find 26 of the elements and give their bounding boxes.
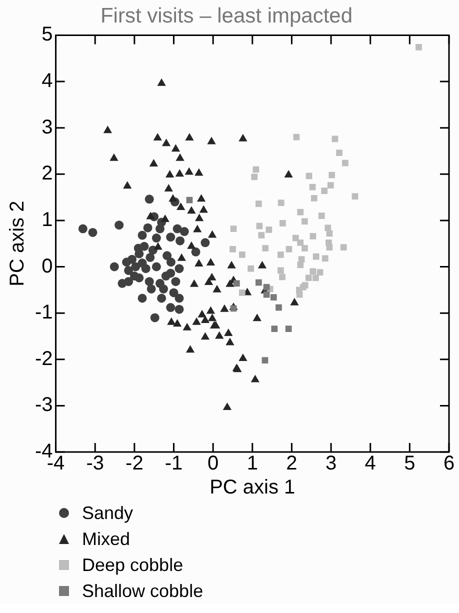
chart-title: First visits – least impacted xyxy=(100,4,353,28)
x-tick-label: 4 xyxy=(364,452,376,475)
y-tick-label: 4 xyxy=(42,70,53,92)
y-tick-label: 5 xyxy=(42,24,53,46)
y-tick-label: 1 xyxy=(42,208,53,231)
x-tick-label: -1 xyxy=(164,452,183,475)
y-tick-label: -3 xyxy=(34,394,53,416)
y-tick-label: -1 xyxy=(34,302,53,324)
x-tick-label: 2 xyxy=(286,452,298,475)
y-tick-label: 0 xyxy=(42,255,53,278)
legend-label: Shallow cobble xyxy=(82,580,204,602)
legend-label: Sandy xyxy=(82,502,134,524)
x-tick-label: 6 xyxy=(443,452,455,475)
y-axis-title: PC axis 2 xyxy=(6,200,29,286)
x-tick-label: 0 xyxy=(208,452,219,475)
legend-label: Mixed xyxy=(82,528,130,550)
x-tick-label: -3 xyxy=(86,452,104,475)
legend-label: Deep cobble xyxy=(82,554,184,576)
x-tick-label: -2 xyxy=(126,452,144,475)
x-tick-label: 5 xyxy=(404,452,416,475)
y-tick-label: 3 xyxy=(42,116,53,138)
x-tick-label: 3 xyxy=(325,452,337,475)
x-tick-label: 1 xyxy=(246,452,258,475)
y-tick-label: -2 xyxy=(34,348,53,370)
x-axis-title: PC axis 1 xyxy=(210,476,296,499)
y-tick-label: 2 xyxy=(42,162,53,185)
